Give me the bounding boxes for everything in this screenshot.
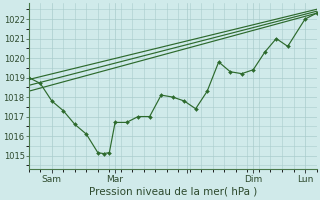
X-axis label: Pression niveau de la mer( hPa ): Pression niveau de la mer( hPa ) xyxy=(89,187,257,197)
